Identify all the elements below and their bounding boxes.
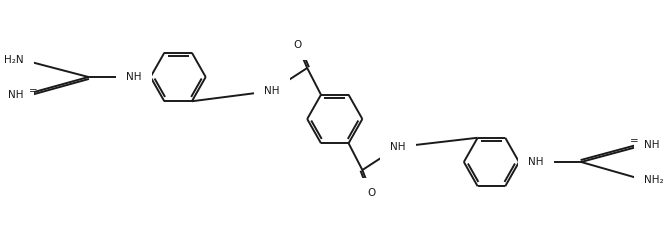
Text: NH: NH xyxy=(390,142,405,152)
Text: NH₂: NH₂ xyxy=(644,175,664,185)
Text: NH: NH xyxy=(264,86,279,96)
Text: NH: NH xyxy=(528,157,544,167)
Text: NH: NH xyxy=(8,90,23,100)
Text: NH: NH xyxy=(126,72,142,82)
Text: O: O xyxy=(367,188,375,198)
Text: =: = xyxy=(629,136,638,146)
Text: =: = xyxy=(29,86,38,96)
Text: NH: NH xyxy=(644,140,660,150)
Text: H₂N: H₂N xyxy=(4,55,23,65)
Text: O: O xyxy=(293,40,301,50)
